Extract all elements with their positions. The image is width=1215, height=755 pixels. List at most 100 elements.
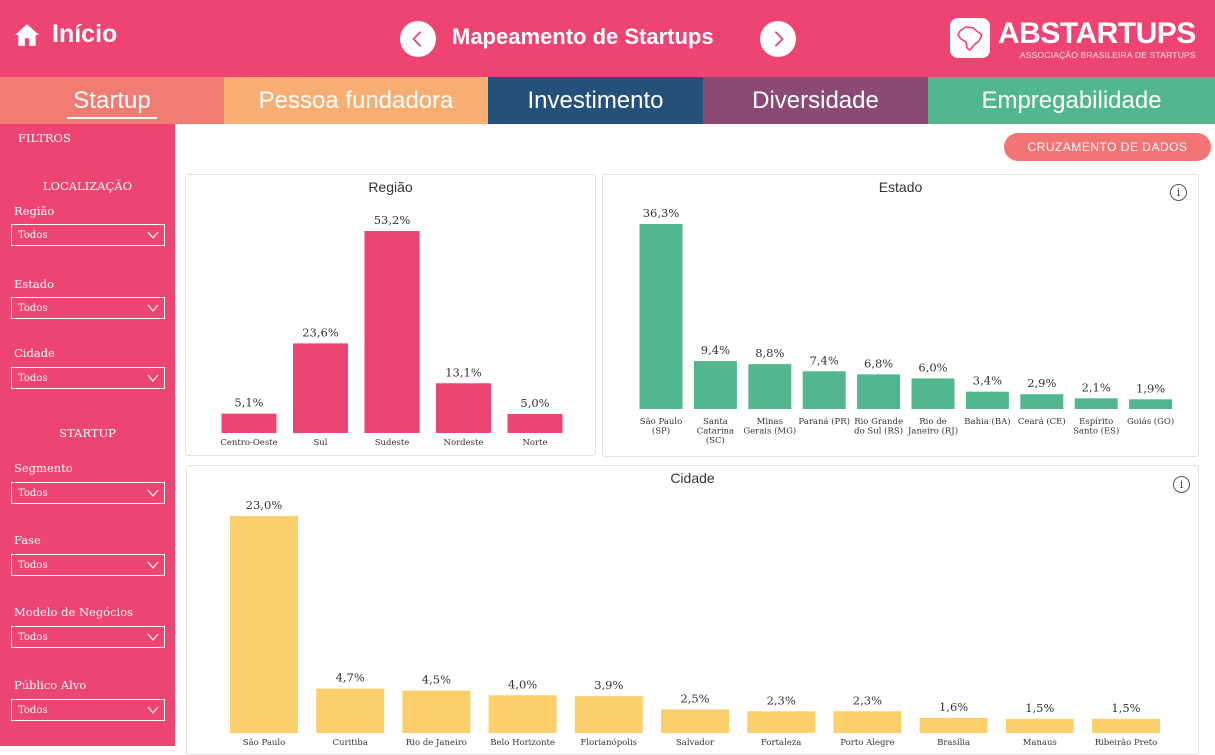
info-icon[interactable]: i [1170,184,1187,201]
bar[interactable] [965,391,1009,409]
cross-data-button[interactable]: CRUZAMENTO DE DADOS [1004,133,1211,161]
filter-label-publico-alvo: Público Alvo [14,678,87,692]
filter-select-fase[interactable]: Todos [11,554,165,576]
bar[interactable] [693,361,737,409]
bar[interactable] [574,696,643,733]
bar[interactable] [1020,394,1064,409]
category-label: Ribeirão Preto [1095,737,1158,748]
bar[interactable] [293,343,348,433]
category-label: Centro-Oeste [220,438,277,448]
brand-subtitle: ASSOCIAÇÃO BRASILEIRA DE STARTUPS [1019,50,1196,60]
chevron-down-icon [147,633,159,641]
chart-title-estado: Estado [878,179,923,195]
chart-panel-cidade: Cidade i 23,0% São Paulo 4,7% Curitiba 4,5% R… [186,465,1199,755]
data-label: 4,5% [422,673,451,687]
filter-select-modelo-negocios[interactable]: Todos [11,626,165,648]
chart-panel-regiao: Região 5,1% Centro-Oeste 23,6% Sul 53,2% Sude… [185,174,596,456]
filter-label-regiao: Região [14,204,55,218]
section-startup-heading: STARTUP [59,426,116,440]
chevron-down-icon [147,374,159,382]
category-label: Paraná (PR) [798,416,850,427]
category-label: São Paulo (SP) [640,416,682,437]
tab-pessoa-fundadora[interactable]: Pessoa fundadora [224,77,488,124]
bar[interactable] [488,695,557,733]
category-label: Bahia (BA) [964,416,1010,427]
data-label: 23,6% [302,325,339,339]
chart-estado: 36,3% São Paulo (SP) 9,4% Santa Catarina (SC) 8… [639,206,1174,446]
chart-cidade: 23,0% São Paulo 4,7% Curitiba 4,5% Rio de Jan… [230,498,1160,748]
bar[interactable] [316,688,385,733]
filter-select-cidade[interactable]: Todos [11,367,165,389]
home-icon [15,23,39,46]
category-label: Brasília [937,737,970,748]
category-label: Sudeste [375,438,410,448]
chevron-left-icon [412,31,422,47]
bar[interactable] [911,378,955,409]
page-title: Mapeamento de Startups [452,24,714,49]
data-label: 1,5% [1111,701,1140,715]
category-label: Nordeste [444,438,484,448]
chart-regiao: 5,1% Centro-Oeste 23,6% Sul 53,2% Sudeste 13,1… [220,213,563,448]
chevron-down-icon [147,489,159,497]
info-icon[interactable]: i [1173,476,1190,493]
bar[interactable] [230,516,298,733]
filter-select-publico-alvo[interactable]: Todos [11,699,165,721]
prev-page-button[interactable] [400,21,436,57]
category-label: Fortaleza [761,738,801,748]
bar[interactable] [402,690,471,733]
tab-investimento[interactable]: Investimento [488,77,703,124]
bar[interactable] [436,383,491,433]
data-label: 1,9% [1136,381,1165,395]
next-page-button[interactable] [760,21,796,57]
data-label: 8,8% [755,346,784,360]
data-label: 3,9% [594,678,623,692]
data-label: 5,1% [234,396,263,410]
tab-empregabilidade[interactable]: Empregabilidade [928,77,1215,124]
home-link[interactable]: Início [14,20,117,49]
bar[interactable] [748,364,792,409]
category-label: Manaus [1023,738,1057,748]
category-label: Porto Alegre [840,738,894,748]
data-label: 7,4% [810,353,839,367]
bar[interactable] [747,711,816,733]
header-bar: Início Mapeamento de Startups ABSTARTUPS… [0,0,1215,77]
bar[interactable] [919,717,988,733]
data-label: 53,2% [374,213,411,227]
category-label: Florianópolis [581,737,638,748]
bar[interactable] [857,374,901,409]
category-label: Norte [522,438,547,448]
category-label: Rio Grande do Sul (RS) [854,417,903,437]
category-label: Santa Catarina (SC) [697,417,734,446]
category-label: Rio de Janeiro [406,738,467,748]
filter-select-segmento[interactable]: Todos [11,482,165,504]
bar[interactable] [1092,718,1160,733]
section-location-heading: LOCALIZAÇÃO [42,179,133,193]
data-label: 2,3% [767,693,796,707]
filter-select-regiao[interactable]: Todos [11,224,165,246]
filter-label-segmento: Segmento [14,461,73,475]
chevron-down-icon [147,304,159,312]
home-label: Início [52,20,118,48]
filter-label-cidade: Cidade [14,346,55,360]
bar[interactable] [221,413,277,433]
data-label: 4,0% [508,677,537,691]
tab-diversidade[interactable]: Diversidade [703,77,928,124]
filter-select-estado[interactable]: Todos [11,297,165,319]
data-label: 3,4% [973,374,1002,388]
category-label: Goiás (GO) [1127,416,1174,427]
bar[interactable] [1129,399,1173,409]
bar[interactable] [507,414,563,433]
bar[interactable] [639,224,683,409]
tab-startup[interactable]: Startup [0,77,224,124]
bar[interactable] [364,231,420,433]
bar[interactable] [661,709,729,733]
bar[interactable] [802,371,846,409]
category-label: Belo Horizonte [490,738,555,748]
bar[interactable] [1074,398,1118,409]
chevron-down-icon [147,231,159,239]
bar[interactable] [833,711,902,733]
data-label: 4,7% [336,671,365,685]
tab-bar: Startup Pessoa fundadora Investimento Di… [0,77,1215,124]
data-label: 23,0% [246,498,283,512]
bar[interactable] [1005,718,1074,733]
